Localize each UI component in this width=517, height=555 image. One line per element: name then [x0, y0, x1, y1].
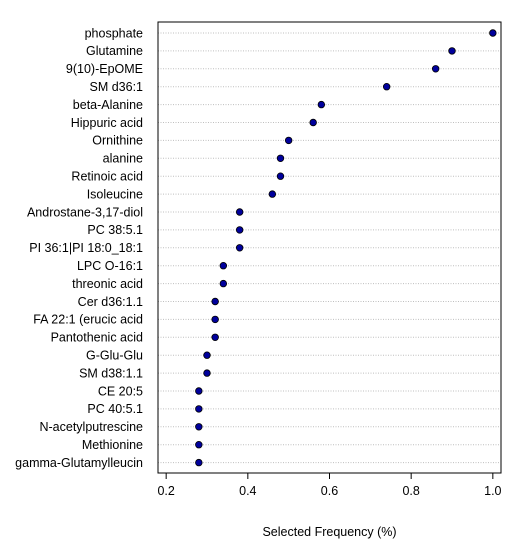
data-point — [235, 244, 244, 252]
category-label: G-Glu-Glu — [86, 349, 143, 363]
data-point — [211, 297, 219, 306]
data-point — [489, 29, 497, 37]
data-points — [195, 29, 497, 467]
data-point — [195, 458, 203, 467]
category-label: LPC O-16:1 — [77, 259, 143, 273]
data-point — [195, 405, 203, 413]
data-point — [284, 136, 293, 145]
x-tick-label: 0.6 — [321, 484, 338, 498]
x-axis: 0.2 0.4 0.6 0.8 1.0 — [157, 473, 502, 498]
category-label: Glutamine — [86, 44, 143, 58]
data-point — [195, 423, 203, 431]
category-label: 9(10)-EpOME — [66, 62, 143, 76]
data-point — [448, 47, 456, 55]
data-point — [211, 315, 219, 324]
category-label: alanine — [103, 152, 143, 166]
plot-frame — [157, 21, 502, 474]
category-label: PC 40:5.1 — [87, 402, 143, 416]
x-axis-title: Selected Frequency (%) — [262, 525, 396, 539]
category-label: FA 22:1 (erucic acid — [33, 313, 143, 327]
x-tick-label: 1.0 — [484, 484, 501, 498]
category-label: PC 38:5.1 — [87, 223, 143, 237]
data-point — [382, 82, 391, 91]
data-point — [219, 262, 228, 270]
category-label: Androstane-3,17-diol — [27, 205, 143, 219]
category-label: PI 36:1|PI 18:0_18:1 — [29, 241, 143, 255]
category-label: Ornithine — [92, 134, 143, 148]
category-label: phosphate — [85, 26, 143, 40]
data-point — [268, 190, 277, 198]
category-label: Retinoic acid — [71, 170, 143, 184]
data-point — [431, 65, 440, 73]
data-point — [309, 118, 317, 127]
category-label: SM d36:1 — [89, 80, 143, 94]
category-label: SM d38:1.1 — [79, 366, 143, 380]
data-point — [317, 100, 326, 109]
data-point — [195, 441, 203, 449]
category-label: Methionine — [82, 438, 143, 452]
category-label: Isoleucine — [87, 187, 143, 201]
category-label: gamma-Glutamylleucin — [15, 456, 143, 470]
data-point — [211, 333, 219, 341]
data-point — [276, 172, 285, 180]
data-point — [276, 154, 285, 162]
x-tick-label: 0.4 — [239, 484, 256, 498]
x-tick-label: 0.8 — [402, 484, 419, 498]
category-label: Hippuric acid — [71, 116, 143, 130]
x-tick-label: 0.2 — [157, 484, 174, 498]
data-point — [235, 226, 244, 234]
category-label: Pantothenic acid — [51, 331, 143, 345]
category-label: threonic acid — [72, 277, 143, 291]
category-label: CE 20:5 — [98, 384, 143, 398]
data-point — [203, 369, 211, 377]
category-label: Cer d36:1.1 — [78, 295, 143, 309]
category-label: N-acetylputrescine — [39, 420, 143, 434]
data-point — [219, 279, 228, 288]
grid-lines — [158, 32, 501, 464]
data-point — [203, 351, 211, 359]
data-point — [195, 387, 203, 395]
category-label: beta-Alanine — [73, 98, 143, 112]
category-labels: phosphate Glutamine 9(10)-EpOME SM d36:1 bet… — [15, 26, 143, 470]
data-point — [235, 208, 244, 216]
